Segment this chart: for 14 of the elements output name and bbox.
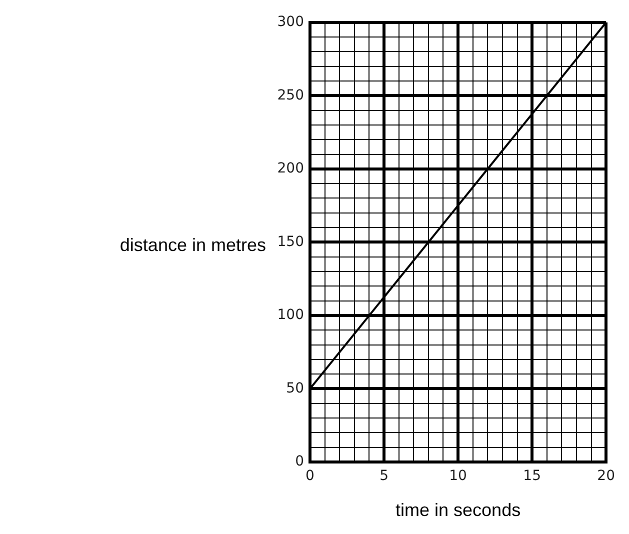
x-tick-label: 10 <box>449 468 467 484</box>
y-axis-title: distance in metres <box>120 235 266 256</box>
y-tick-label: 100 <box>277 307 304 324</box>
x-tick-label: 15 <box>523 468 541 484</box>
x-tick-label: 5 <box>380 468 388 484</box>
y-tick-label: 150 <box>277 234 304 250</box>
y-tick-label: 50 <box>286 380 304 396</box>
y-tick-label: 250 <box>277 87 304 104</box>
x-tick-label: 20 <box>597 468 616 484</box>
x-tick-label: 0 <box>306 468 314 484</box>
x-axis-title: time in seconds <box>396 500 521 520</box>
y-tick-label: 200 <box>277 160 304 177</box>
y-tick-label: 0 <box>295 454 304 470</box>
y-tick-label: 300 <box>277 14 304 30</box>
